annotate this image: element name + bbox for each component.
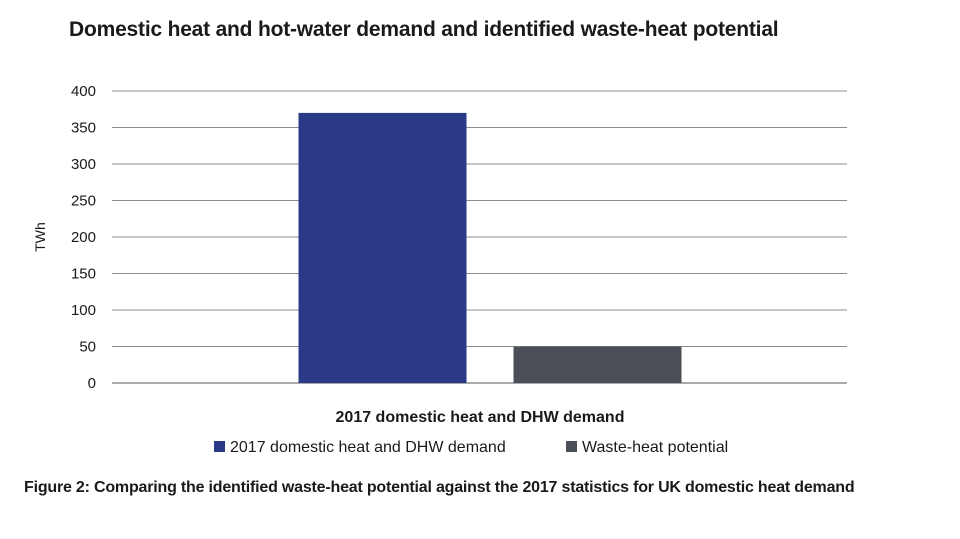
y-tick-label: 300 — [71, 156, 96, 173]
y-tick-label: 200 — [71, 229, 96, 246]
bar-2017-domestic-heat-and-dhw-demand — [298, 112, 467, 384]
legend-label: 2017 domestic heat and DHW demand — [230, 439, 506, 456]
figure-caption: Figure 2: Comparing the identified waste… — [24, 479, 855, 496]
legend-swatch — [566, 441, 577, 452]
y-axis-label: TWh — [32, 222, 48, 252]
legend-label: Waste-heat potential — [582, 439, 728, 456]
bars — [298, 112, 682, 384]
y-tick-label: 100 — [71, 302, 96, 319]
legend: 2017 domestic heat and DHW demand Waste-h… — [214, 439, 728, 456]
y-tick-label: 50 — [79, 339, 96, 356]
legend-swatch — [214, 441, 225, 452]
chart-title: Domestic heat and hot-water demand and i… — [69, 18, 779, 41]
y-tick-labels: 0 50 100 150 200 250 300 350 400 — [71, 83, 96, 392]
y-tick-label: 150 — [71, 266, 96, 283]
bar-waste-heat-potential — [513, 346, 682, 383]
y-tick-label: 350 — [71, 120, 96, 137]
x-axis-label: 2017 domestic heat and DHW demand — [336, 409, 625, 426]
y-tick-label: 0 — [88, 375, 96, 392]
y-tick-label: 250 — [71, 193, 96, 210]
bar-chart: 0 50 100 150 200 250 300 350 400 TWh 2017 domest… — [32, 83, 847, 456]
y-tick-label: 400 — [71, 83, 96, 100]
gridlines — [112, 90, 847, 384]
